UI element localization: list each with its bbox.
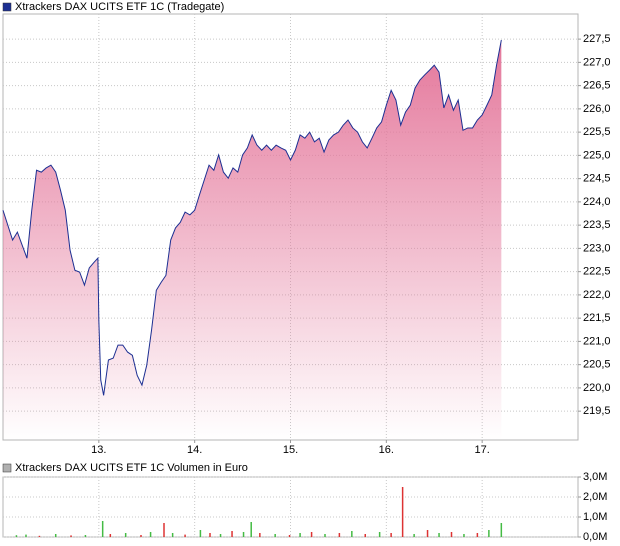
y-tick-label: 220,0 xyxy=(583,382,611,394)
volume-bar xyxy=(15,535,18,537)
volume-bar xyxy=(476,533,479,537)
volume-bar xyxy=(324,534,326,537)
volume-bar xyxy=(310,532,313,537)
volume-bar xyxy=(351,531,353,537)
y-tick-label: 222,5 xyxy=(583,266,611,278)
y-tick-label: 227,0 xyxy=(583,56,611,68)
volume-bar xyxy=(140,535,142,537)
volume-bar xyxy=(426,530,429,537)
volume-bar xyxy=(171,533,174,537)
volume-bar xyxy=(184,534,186,537)
volume-bar xyxy=(199,530,202,537)
x-tick-label: 15. xyxy=(283,444,298,456)
volume-bar xyxy=(488,530,490,537)
volume-bar xyxy=(209,533,211,537)
legend-swatch xyxy=(2,463,12,473)
y-tick-label: 219,5 xyxy=(583,405,611,417)
volume-bar xyxy=(299,533,301,537)
y-tick-label: 222,0 xyxy=(583,289,611,301)
volume-bar xyxy=(413,534,415,537)
y-tick-label: 0,0M xyxy=(583,531,607,543)
volume-bar xyxy=(463,534,465,537)
volume-bar xyxy=(25,534,27,537)
volume-bar xyxy=(124,533,127,537)
volume-bar xyxy=(70,535,72,537)
price-area xyxy=(3,40,502,440)
y-tick-label: 1,0M xyxy=(583,511,607,523)
y-tick-label: 227,5 xyxy=(583,33,611,45)
y-tick-label: 3,0M xyxy=(583,471,607,483)
volume-bar xyxy=(274,534,276,537)
y-tick-label: 223,0 xyxy=(583,242,611,254)
x-tick-label: 16. xyxy=(379,444,394,456)
volume-bar xyxy=(84,535,87,537)
legend-label: Xtrackers DAX UCITS ETF 1C Volumen in Eu… xyxy=(15,462,248,474)
volume-bar xyxy=(149,532,152,537)
y-tick-label: 226,5 xyxy=(583,80,611,92)
volume-bar xyxy=(401,487,404,537)
volume-bar xyxy=(101,521,104,537)
volume-bar xyxy=(338,533,341,537)
volume-bar xyxy=(219,534,222,537)
legend-swatch xyxy=(2,2,12,12)
volume-bar xyxy=(231,531,233,537)
y-tick-label: 2,0M xyxy=(583,491,607,503)
volume-bar xyxy=(288,535,291,537)
x-tick-label: 13. xyxy=(91,444,106,456)
volume-bar xyxy=(500,523,503,537)
volume-bar xyxy=(450,532,453,537)
volume-bar xyxy=(390,533,392,537)
volume-bar xyxy=(163,523,165,537)
legend-label: Xtrackers DAX UCITS ETF 1C (Tradegate) xyxy=(15,1,224,13)
y-tick-label: 225,0 xyxy=(583,149,611,161)
volume-bar xyxy=(364,534,366,537)
volume-bar xyxy=(438,533,440,537)
volume-bar xyxy=(38,535,41,537)
x-tick-label: 14. xyxy=(187,444,202,456)
x-tick-label: 17. xyxy=(475,444,490,456)
y-tick-label: 220,5 xyxy=(583,359,611,371)
y-tick-label: 221,5 xyxy=(583,312,611,324)
volume-bar xyxy=(250,522,252,537)
volume-bar xyxy=(109,534,112,537)
y-tick-label: 226,0 xyxy=(583,103,611,115)
volume-bar xyxy=(54,534,57,537)
price-line xyxy=(2,39,502,396)
y-tick-label: 224,5 xyxy=(583,173,611,185)
y-tick-label: 225,5 xyxy=(583,126,611,138)
volume-bar xyxy=(259,533,261,537)
y-tick-label: 221,0 xyxy=(583,335,611,347)
volume-bar xyxy=(242,532,245,537)
y-tick-label: 224,0 xyxy=(583,196,611,208)
y-tick-label: 223,5 xyxy=(583,219,611,231)
volume-bar xyxy=(378,532,381,537)
